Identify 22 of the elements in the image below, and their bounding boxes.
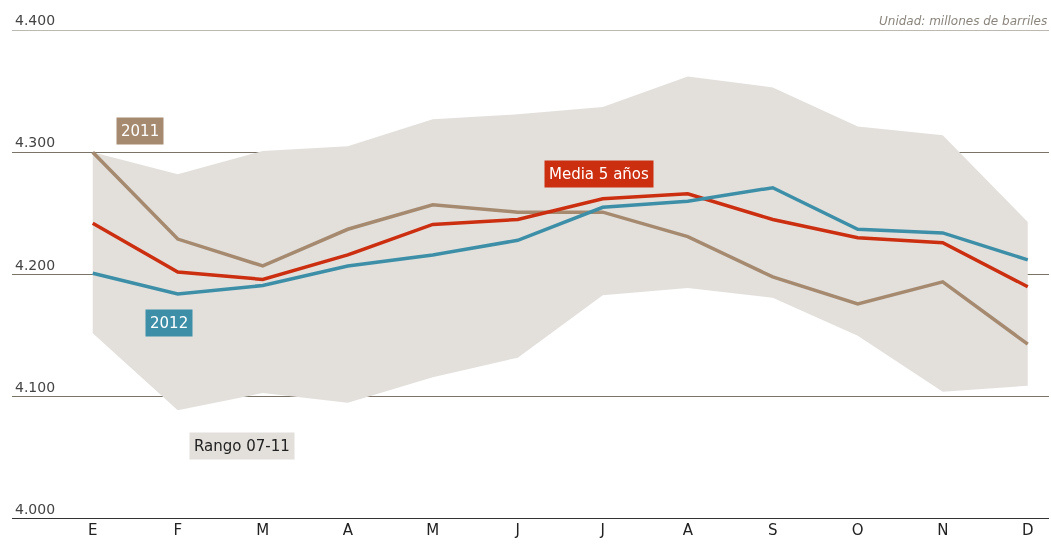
series-label: Media 5 años [549,165,650,183]
chart-subtitle: Unidad: millones de barriles [879,14,1048,28]
annotation: Rango 07-11 [194,437,290,455]
x-tick-label: D [1021,521,1034,539]
x-tick-label: N [937,521,949,539]
series-label: 2012 [150,314,189,332]
x-tick-label: A [682,521,694,539]
x-tick-label: J [514,521,520,539]
x-tick-label: E [88,521,98,539]
y-tick-label: 4.200 [15,256,56,273]
y-tick-label: 4.000 [15,501,56,518]
series-label: 2011 [121,122,160,140]
x-tick-label: S [767,521,778,539]
x-tick-label: F [173,521,183,539]
x-tick-label: J [599,521,605,539]
y-tick-label: 4.300 [15,134,56,151]
x-tick-label: M [426,521,440,539]
x-tick-label: M [256,521,270,539]
y-tick-label: 4.400 [15,12,56,29]
x-tick-label: O [851,521,864,539]
x-tick-label: A [342,521,354,539]
y-tick-label: 4.100 [15,378,56,395]
